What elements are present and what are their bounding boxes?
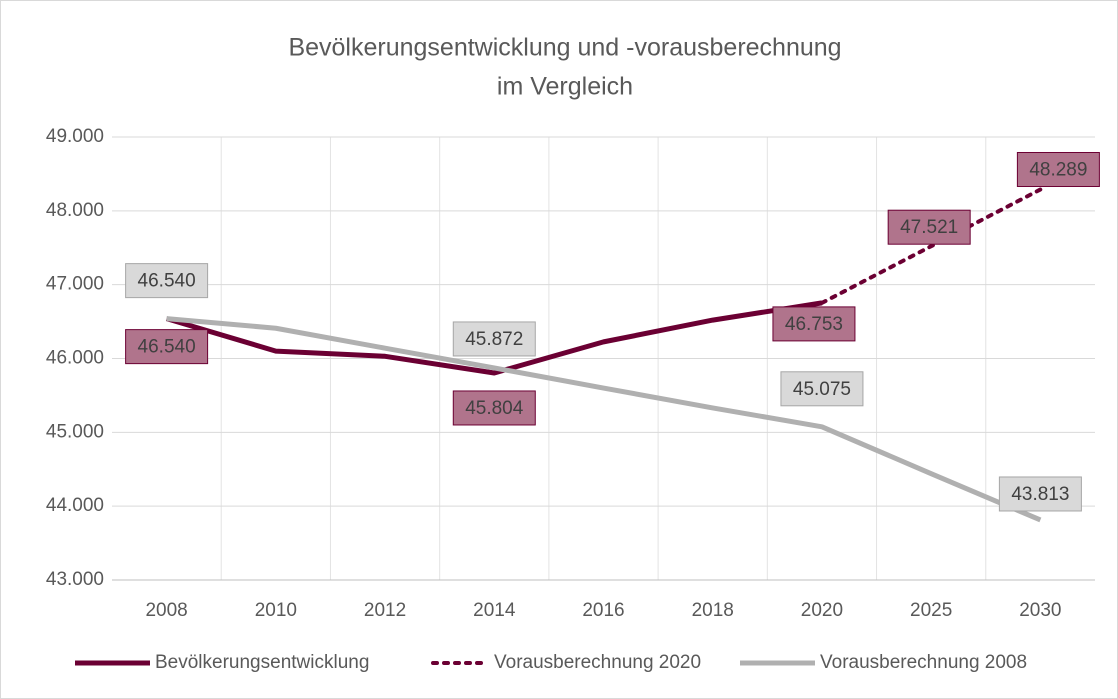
data-label-box (452, 321, 536, 357)
data-label: 43.813 (1011, 484, 1069, 505)
data-label-box (125, 263, 209, 299)
x-tick-label: 2010 (255, 600, 297, 621)
data-label: 46.540 (138, 271, 196, 292)
x-tick-label: 2025 (910, 600, 952, 621)
data-label-box (887, 209, 971, 245)
chart-title: im Vergleich (497, 73, 633, 101)
x-tick-label: 2012 (364, 600, 406, 621)
x-tick-label: 2016 (582, 600, 624, 621)
legend-label: Vorausberechnung 2008 (820, 652, 1027, 673)
series-line (819, 187, 1043, 305)
x-tick-label: 2014 (473, 600, 516, 621)
data-label: 48.289 (1029, 160, 1087, 181)
series-line (165, 300, 823, 376)
x-tick-label: 2018 (692, 600, 734, 621)
y-tick-label: 49.000 (46, 126, 104, 147)
x-tick-label: 2008 (145, 600, 187, 621)
data-label-box (780, 371, 864, 407)
data-label: 46.753 (785, 314, 843, 335)
data-label-box (998, 476, 1082, 512)
y-tick-label: 47.000 (46, 274, 104, 295)
y-tick-label: 45.000 (46, 421, 104, 442)
data-label: 47.521 (900, 217, 958, 238)
x-tick-label: 2020 (801, 600, 843, 621)
legend-label: Vorausberechnung 2020 (494, 652, 701, 673)
data-label: 45.075 (793, 379, 851, 400)
y-tick-label: 48.000 (46, 200, 104, 221)
data-label-box (125, 329, 209, 365)
y-tick-label: 46.000 (46, 348, 104, 369)
series-line (166, 316, 1042, 523)
data-label-box (452, 390, 536, 426)
y-tick-label: 43.000 (46, 569, 104, 590)
data-label: 45.872 (465, 329, 523, 350)
data-label: 46.540 (138, 337, 196, 358)
data-label: 45.804 (465, 398, 524, 419)
chart-title: Bevölkerungsentwicklung und -vorausberec… (288, 34, 841, 62)
data-label-box (1016, 151, 1100, 187)
legend-label: Bevölkerungsentwicklung (155, 652, 369, 673)
y-tick-label: 44.000 (46, 495, 104, 516)
data-label-box (772, 306, 856, 342)
x-tick-label: 2030 (1019, 600, 1061, 621)
